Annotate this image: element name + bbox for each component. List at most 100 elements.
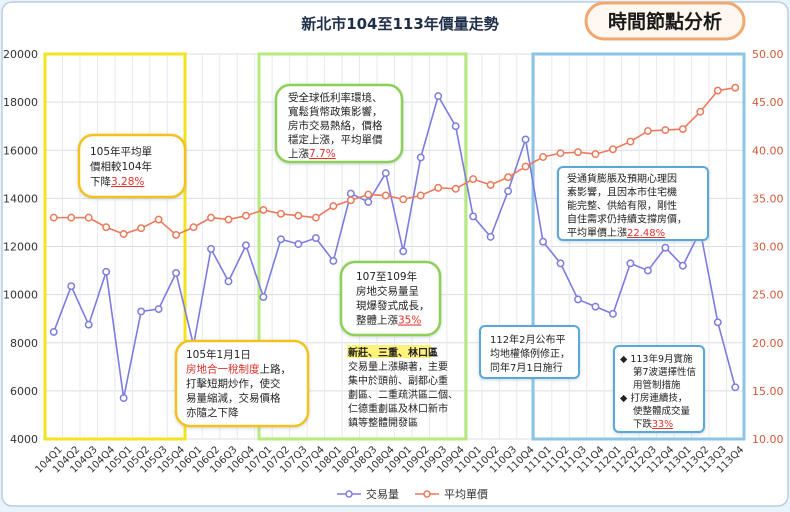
right-axis-tick-label: 45.00: [752, 96, 784, 109]
price-point: [574, 148, 582, 157]
price-point: [643, 127, 652, 135]
volume-point: [137, 307, 146, 316]
volume-point: [346, 189, 355, 198]
volume-point: [154, 305, 163, 314]
volume-point: [591, 302, 600, 311]
volume-point: [84, 320, 93, 329]
price-point: [416, 191, 425, 200]
price-point: [556, 149, 565, 158]
left-axis-tick-label: 4000: [10, 433, 38, 446]
note-districts-highlight: 新莊、三重、林口區: [348, 346, 438, 359]
volume-point: [486, 232, 495, 241]
callout-107-line1: 107至109年: [356, 270, 417, 283]
right-axis-tick-label: 25.00: [752, 289, 784, 302]
volume-point: [434, 92, 443, 101]
price-point: [102, 223, 111, 232]
volume-point: [224, 277, 233, 286]
callout-113-highlight: 33%: [652, 419, 673, 430]
price-point: [731, 83, 740, 92]
callout-policy-after: 上路，: [260, 363, 292, 376]
period-box-111-113: [531, 52, 746, 441]
price-point: [207, 213, 215, 222]
volume-point: [67, 282, 76, 291]
price-point: [678, 125, 687, 134]
price-point: [49, 213, 58, 222]
chart-title: 新北市104至113年價量走勢: [301, 15, 499, 33]
volume-point: [469, 212, 478, 221]
svg-text:112年2月公布平 均地權條例修正，: 112年2月公布平 均地權條例修正， 同年7月1日施行: [490, 333, 573, 374]
left-axis-tick-label: 20000: [3, 48, 38, 61]
callout-107-line2: 房地交易量呈: [356, 285, 419, 298]
note-districts-line3: 劃區、二重疏洪區二個、: [348, 388, 458, 401]
callout-113-pre: 下跌: [633, 418, 653, 430]
note-districts-line2: 集中於頭前、副都心重: [348, 374, 448, 387]
svg-text:受全球低利率環境、 寬鬆貨幣政策影響，: 受全球低利率環境、 寬鬆貨幣政策影響， 房市交易熱絡，價格 穩定上漲，平均單價 …: [288, 91, 386, 160]
callout-low-rate: 受全球低利率環境、 寬鬆貨幣政策影響， 房市交易熱絡，價格 穩定上漲，平均單價 …: [274, 83, 404, 164]
callout-policy-line1: 105年1月1日: [186, 348, 251, 361]
volume-point: [172, 269, 181, 277]
volume-point: [416, 153, 425, 162]
series-price: [49, 83, 740, 239]
price-point: [119, 230, 128, 238]
legend: 交易量 平均單價: [337, 487, 488, 501]
svg-text:受通貨膨脹及預期心理因 素影響，且因本市住宅機: 受通貨膨脹及預期心理因 素影響，且因本市住宅機 能完整、供給有限，剛性 自住需求…: [567, 172, 690, 239]
price-point: [137, 224, 146, 233]
volume-point: [451, 122, 460, 131]
svg-text:新莊、三重、林口區 交易量上漲顯著，主要: 新莊、三重、林口區 交易量上漲顯著，主要 集中於頭前、副都心重 劃區、二重疏洪區…: [348, 346, 461, 429]
left-axis: 4000 6000 8000 10000 12000 14000 16000 18000 200…: [3, 48, 38, 446]
period-box-105: [43, 52, 187, 441]
callout-policy-line5: 亦隨之下降: [186, 406, 239, 419]
callout-expect-pre: 平均單價上漲: [567, 226, 627, 239]
callout-105-pre: 下降: [90, 175, 111, 188]
callout-policy-line4: 易量縮減，交易價格: [186, 392, 281, 405]
price-point: [364, 190, 373, 199]
price-point: [84, 213, 93, 222]
price-point: [486, 180, 495, 189]
callout-105-policy: 105年1月1日 房地合一稅制度上路， 打擊短期炒作，使交 易量縮減，交易價格 …: [174, 339, 310, 428]
volume-point: [49, 327, 58, 336]
callout-112-line2: 均地權條例修正，: [490, 347, 570, 360]
volume-point: [381, 169, 390, 178]
callout-112-line1: 112年2月公布平: [490, 333, 565, 346]
callout-lowrate-highlight: 7.7%: [309, 148, 336, 160]
note-districts: 新莊、三重、林口區 交易量上漲顯著，主要 集中於頭前、副都心重 劃區、二重疏洪區…: [347, 345, 461, 429]
price-point: [154, 215, 163, 224]
volume-point: [276, 235, 285, 244]
left-axis-tick-label: 14000: [3, 192, 38, 205]
note-districts-line5: 鎮等整體開發區: [348, 416, 418, 429]
left-axis-tick-label: 8000: [10, 337, 38, 350]
price-point: [591, 150, 600, 159]
callout-lowrate-line3: 房市交易熱絡，價格: [288, 119, 383, 132]
price-point: [434, 183, 443, 192]
left-axis-tick-label: 18000: [3, 96, 38, 109]
volume-point: [731, 383, 740, 392]
volume-point: [119, 394, 128, 403]
callout-107-highlight: 35%: [398, 315, 421, 327]
volume-point: [643, 266, 652, 275]
price-point: [189, 223, 198, 232]
right-axis-tick-label: 40.00: [752, 144, 784, 157]
callout-113-bullet1-icon: ◆: [620, 354, 628, 365]
svg-text:107至109年 房地交易量呈 現爆: 107至109年 房地交易量呈 現爆發式成長， 整體上漲35%: [356, 270, 433, 327]
series-volume: [49, 92, 740, 403]
volume-point: [207, 244, 215, 253]
price-point: [608, 145, 617, 154]
price-point: [539, 153, 547, 161]
price-point: [259, 205, 268, 214]
volume-point: [678, 261, 687, 270]
price-point: [451, 184, 460, 193]
badge-label: 時間節點分析: [608, 10, 722, 33]
right-axis-tick-label: 15.00: [752, 385, 784, 398]
volume-point: [574, 295, 582, 304]
svg-text:105年平均單 價相較104年 下降: 105年平均單 價相較104年 下降3.28%: [90, 145, 155, 188]
price-point: [172, 231, 181, 239]
callout-lowrate-line1: 受全球低利率環境、: [288, 91, 383, 104]
price-point: [311, 213, 320, 222]
volume-point: [242, 241, 250, 250]
svg-text:105年1月1日 房地合一稅制度上路，: 105年1月1日 房地合一稅制度上路， 打擊短期炒作，使交 易量縮減，交易價格 …: [186, 348, 294, 419]
callout-107-line3: 現爆發式成長，: [356, 299, 430, 312]
right-axis-tick-label: 20.00: [752, 337, 784, 350]
callout-107-109: 107至109年 房地交易量呈 現爆發式成長， 整體上漲35%: [339, 260, 442, 337]
series-line-volume: [52, 94, 737, 399]
right-axis: 10.00 15.00 20.00 25.00 30.00 35.00 40.00 45.00…: [752, 48, 784, 446]
